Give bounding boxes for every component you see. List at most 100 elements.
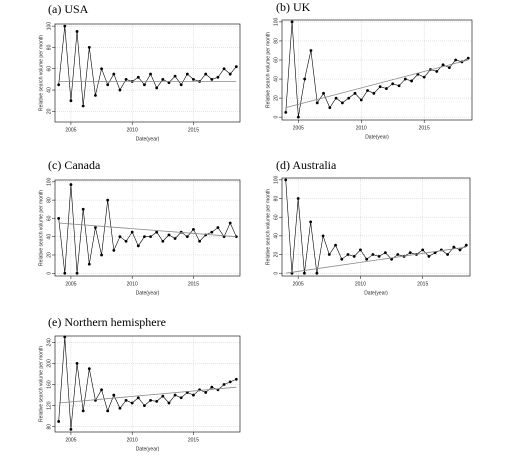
chart-title: (d) Australia — [276, 158, 337, 172]
data-point — [149, 72, 152, 76]
y-axis-label: Relative search volume per month — [38, 35, 44, 111]
data-point — [204, 391, 208, 394]
data-point — [173, 393, 177, 397]
data-point — [309, 220, 313, 224]
data-point — [112, 393, 116, 397]
data-point — [328, 106, 332, 110]
y-axis-label: Relative search volume per month — [38, 346, 44, 422]
data-point — [75, 271, 79, 275]
data-point — [57, 217, 61, 220]
y-tick-label: 80 — [46, 424, 52, 430]
x-tick-label: 2005 — [65, 127, 76, 133]
data-point — [63, 335, 67, 339]
data-point — [192, 77, 195, 81]
data-point — [222, 67, 226, 71]
series-line — [285, 179, 467, 274]
data-point — [69, 427, 73, 431]
data-point — [228, 380, 232, 384]
y-axis-label: Relative search volume per month — [265, 189, 271, 265]
x-tick-label: 2005 — [293, 125, 304, 131]
data-point — [155, 86, 159, 90]
data-point — [397, 84, 401, 88]
x-tick-label: 2015 — [417, 281, 428, 287]
data-point — [124, 77, 128, 81]
data-point — [347, 96, 351, 100]
x-tick-label: 2015 — [188, 127, 199, 133]
data-point — [161, 77, 165, 81]
data-point — [408, 251, 412, 255]
data-point — [322, 91, 325, 95]
data-point — [371, 253, 375, 256]
data-point — [75, 30, 79, 33]
series-line — [58, 337, 237, 430]
series-line — [58, 26, 237, 107]
data-point — [359, 98, 363, 102]
data-point — [87, 262, 91, 266]
x-tick-label: 2015 — [188, 437, 199, 443]
data-point — [385, 87, 388, 90]
data-point — [210, 77, 214, 81]
data-point — [63, 24, 67, 28]
plot-frame — [281, 19, 473, 121]
data-point — [57, 420, 61, 423]
y-tick-label: 60 — [46, 215, 52, 221]
data-point — [210, 230, 214, 234]
data-point — [155, 400, 159, 403]
data-point — [100, 388, 103, 392]
data-point — [155, 230, 159, 234]
y-tick-label: 0 — [273, 116, 279, 119]
data-point — [464, 243, 468, 247]
plot-frame — [54, 23, 241, 123]
data-point — [378, 85, 382, 89]
y-tick-label: 80 — [273, 196, 279, 202]
data-point — [234, 377, 238, 381]
data-point — [315, 271, 319, 275]
y-axis-label: Relative search volume per month — [265, 32, 271, 108]
data-point — [340, 101, 344, 105]
data-point — [452, 245, 456, 249]
data-point — [136, 244, 140, 248]
data-point — [222, 383, 226, 386]
data-point — [346, 253, 350, 256]
x-axis-label: Date(year) — [365, 134, 389, 140]
data-point — [173, 237, 177, 240]
data-point — [81, 207, 85, 211]
x-tick-label: 2010 — [127, 437, 138, 443]
data-point — [179, 83, 183, 87]
data-point — [81, 104, 85, 108]
data-point — [216, 226, 220, 229]
data-point — [124, 398, 128, 402]
x-tick-label: 2010 — [127, 281, 138, 287]
x-tick-label: 2005 — [293, 281, 304, 287]
x-tick-label: 2005 — [65, 281, 76, 287]
data-point — [290, 20, 294, 24]
data-point — [334, 243, 337, 247]
plot-frame — [54, 335, 241, 433]
data-point — [454, 58, 458, 62]
y-tick-label: 100 — [273, 175, 279, 184]
data-point — [149, 398, 152, 402]
y-tick-label: 40 — [273, 233, 279, 239]
chart-title: (c) Canada — [48, 158, 101, 172]
y-tick-label: 40 — [46, 234, 52, 240]
y-tick-label: 60 — [46, 66, 52, 72]
series-line — [58, 184, 237, 274]
data-point — [353, 91, 357, 95]
data-point — [365, 257, 369, 261]
data-point — [124, 239, 128, 243]
data-point — [377, 255, 381, 258]
chart-title: (b) UK — [276, 0, 311, 14]
y-axis-label: Relative search volume per month — [38, 190, 44, 266]
data-point — [167, 401, 171, 405]
data-point — [185, 235, 189, 239]
data-point — [303, 77, 307, 81]
data-point — [234, 235, 238, 239]
data-point — [466, 56, 470, 60]
y-tick-label: 20 — [273, 252, 279, 258]
data-point — [446, 253, 449, 256]
data-point — [81, 409, 85, 413]
y-tick-label: 200 — [46, 359, 52, 368]
y-tick-label: 40 — [273, 76, 279, 82]
trend-line — [285, 246, 467, 274]
data-point — [149, 235, 152, 239]
